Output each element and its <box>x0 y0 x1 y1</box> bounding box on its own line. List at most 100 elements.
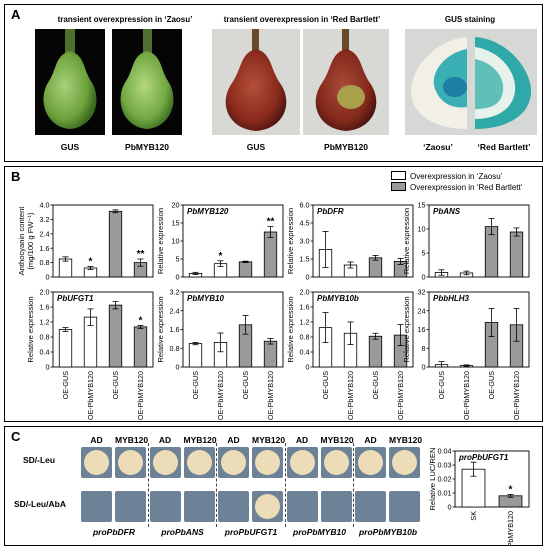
x-tick-label: OE-GUS <box>437 371 446 400</box>
plot-frame <box>312 291 414 368</box>
x-tick-label: OE-GUS <box>241 371 250 400</box>
yeast-colony <box>118 450 143 475</box>
yeast-plate <box>183 491 215 522</box>
bar <box>133 326 148 368</box>
luc-ren-chart: 0 0.01 0.02 0.03 0.04 proPbUFGT1 Relative LUC/… <box>428 447 530 545</box>
chart-title: PbUFGT1 <box>57 294 94 303</box>
bar <box>263 340 278 368</box>
yeast-colony <box>152 450 178 475</box>
y-tick-label: 0.8 <box>40 258 50 267</box>
photo-redbartlett-pbmyb120 <box>303 29 389 135</box>
yeast-colony <box>358 450 383 475</box>
panel-c: C SD/-Leu SD/-Leu/AbA AD MYB120 proPbDFR AD… <box>4 426 543 546</box>
bar <box>188 343 203 368</box>
chart-pbufgt1: 0 0.4 0.8 1.2 1.6 2.0 PbUFGT1 Relative expressi… <box>26 288 154 420</box>
y-tick-label: 0.4 <box>300 348 310 357</box>
legend-swatch-red-bartlett <box>391 182 406 191</box>
yeast-plate <box>218 491 249 522</box>
legend: Overexpression in ‘Zaosu’ Overexpression… <box>391 171 541 193</box>
legend-item-zaosu: Overexpression in ‘Zaosu’ <box>391 171 541 182</box>
column-label-ad: AD <box>295 435 309 445</box>
yeast-colony <box>255 450 280 475</box>
yeast-colony <box>289 450 315 475</box>
panel-b: B Overexpression in ‘Zaosu’ Overexpressi… <box>4 166 543 422</box>
y-tick-label: 0 <box>306 363 310 372</box>
yeast-colony <box>392 450 417 475</box>
y-tick-label: 1.6 <box>40 303 50 312</box>
chart-pbmyb10b: 0 0.4 0.8 1.2 1.6 2.0 PbMYB10b Relative express… <box>286 288 414 420</box>
column-label-ad: AD <box>158 435 172 445</box>
caption-pbmyb120-1: PbMYB120 <box>125 142 169 152</box>
yeast-colony <box>323 450 349 475</box>
photo-gus-staining <box>405 29 537 135</box>
y-tick-label: 0 <box>176 363 180 372</box>
column-label-myb120: MYB120 <box>183 435 217 445</box>
y-tick-label: 20 <box>172 201 180 210</box>
y-tick-label: 5 <box>176 255 180 264</box>
yeast-plate <box>286 491 318 522</box>
yeast-colony <box>221 450 246 475</box>
y-tick-label: 1.6 <box>40 244 50 253</box>
y-tick-label: 0 <box>176 273 180 282</box>
y-tick-label: 2.0 <box>300 288 310 297</box>
y-tick-label: 4.5 <box>300 219 310 228</box>
y-tick-label: 0 <box>422 273 426 282</box>
yeast-plate <box>320 491 352 522</box>
chart-pbbhlh3: 0 8 16 24 32 PbbHLH3 Relative expression OE-GUS… <box>402 288 530 420</box>
x-tick-label: OE-PbMYB120 <box>396 371 405 420</box>
y-tick-label: 32 <box>418 288 426 297</box>
y-axis-label: Relative expression <box>402 208 411 274</box>
legend-label-zaosu: Overexpression in ‘Zaosu’ <box>410 172 503 181</box>
y-tick-label: 0.8 <box>300 333 310 342</box>
bar <box>509 231 524 278</box>
expression-charts: 0 0.8 1.6 2.4 3.2 4.0 Anthocyanin content (mg/1… <box>17 201 530 420</box>
y-tick-label: 15 <box>418 201 426 210</box>
legend-label-red-bartlett: Overexpression in ‘Red Bartlett’ <box>410 183 523 192</box>
x-tick-label: OE-PbMYB120 <box>266 371 275 420</box>
y-axis-label: (mg/100 g FW⁻¹) <box>26 212 35 270</box>
yeast-plate <box>81 491 112 522</box>
y-tick-label: 2.4 <box>170 306 180 315</box>
promoter-label: proPbDFR <box>92 527 136 537</box>
bar <box>238 261 253 278</box>
panel-b-label: B <box>11 169 21 184</box>
yeast-plate <box>355 491 386 522</box>
x-tick-label: OE-PbMYB120 <box>346 371 355 420</box>
significance-mark: ** <box>267 217 275 228</box>
chart-anthocyanin: 0 0.8 1.6 2.4 3.2 4.0 Anthocyanin content (mg/1… <box>17 201 154 282</box>
significance-mark: ** <box>137 249 145 260</box>
photo-zaosu-pbmyb120 <box>112 29 182 135</box>
bar <box>58 258 73 278</box>
y-axis-label: Relative expression <box>286 208 295 274</box>
x-tick-label: OE-PbMYB120 <box>512 371 521 420</box>
y-tick-label: 0.01 <box>438 489 452 498</box>
block-separator <box>216 443 217 527</box>
legend-swatch-zaosu <box>391 171 406 180</box>
x-tick-label: OE-GUS <box>321 371 330 400</box>
caption-gus-2: GUS <box>246 142 266 152</box>
promoter-label: proPbMYB10b <box>358 527 418 537</box>
chart-title: PbDFR <box>317 207 344 216</box>
significance-mark: * <box>139 315 143 326</box>
chart-pbmyb10: 0 0.8 1.6 2.4 3.2 PbMYB10 Relative expression O… <box>156 288 284 420</box>
y-axis-label: Relative expression <box>156 208 165 274</box>
yeast-plate <box>286 447 318 478</box>
column-label-myb120: MYB120 <box>252 435 286 445</box>
yeast-plate <box>183 447 215 478</box>
promoter-label: proPbANS <box>161 527 204 537</box>
yeast-plate <box>355 447 386 478</box>
significance-mark: * <box>509 484 513 495</box>
bar <box>58 329 73 368</box>
yeast-plate <box>81 447 112 478</box>
y-axis-label: Relative expression <box>156 296 165 362</box>
y-tick-label: 0.04 <box>438 447 452 456</box>
chart-pbdfr: 0 1.5 3.0 4.5 6.0 PbDFR Relative expression <box>286 201 414 282</box>
y-tick-label: 10 <box>172 237 180 246</box>
y-tick-label: 1.6 <box>300 303 310 312</box>
y-tick-label: 6.0 <box>300 201 310 210</box>
yeast-colony <box>186 450 212 475</box>
yeast-plate <box>252 491 283 522</box>
y-axis-label: Anthocyanin content <box>17 206 26 276</box>
x-tick-label: OE-PbMYB120 <box>86 371 95 420</box>
y-tick-label: 2.0 <box>40 288 50 297</box>
